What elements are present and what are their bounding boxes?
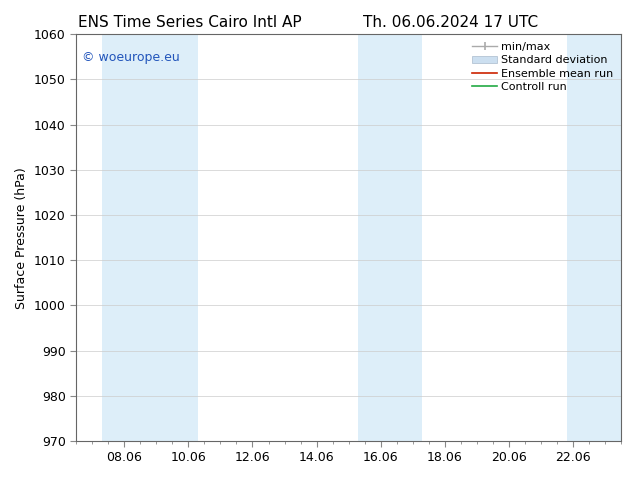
Legend: min/max, Standard deviation, Ensemble mean run, Controll run: min/max, Standard deviation, Ensemble me…	[470, 40, 616, 94]
Text: Th. 06.06.2024 17 UTC: Th. 06.06.2024 17 UTC	[363, 15, 538, 30]
Bar	[567, 34, 621, 441]
Bar	[358, 34, 422, 441]
Bar	[101, 34, 198, 441]
Y-axis label: Surface Pressure (hPa): Surface Pressure (hPa)	[15, 167, 29, 309]
Text: © woeurope.eu: © woeurope.eu	[82, 50, 179, 64]
Text: ENS Time Series Cairo Intl AP: ENS Time Series Cairo Intl AP	[79, 15, 302, 30]
